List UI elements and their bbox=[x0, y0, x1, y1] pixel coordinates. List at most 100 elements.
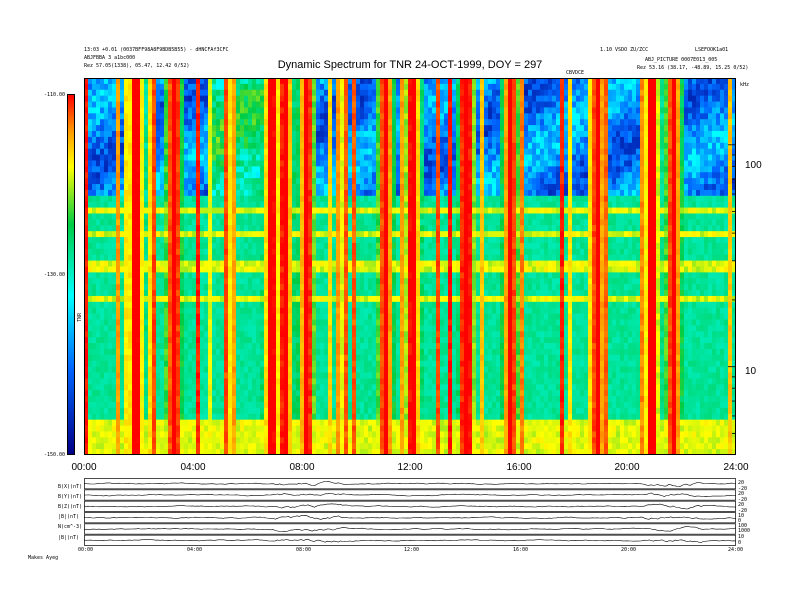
heatmap-cell bbox=[288, 219, 293, 226]
heatmap-cell bbox=[400, 107, 405, 114]
heatmap-cell bbox=[644, 89, 649, 97]
heatmap-cell bbox=[324, 213, 329, 220]
heatmap-cell bbox=[112, 154, 117, 161]
heatmap-cell bbox=[532, 189, 537, 197]
heatmap-cell bbox=[260, 248, 265, 256]
heatmap-cell bbox=[716, 242, 721, 250]
heatmap-cell bbox=[680, 125, 685, 132]
heatmap-cell bbox=[116, 83, 121, 91]
heatmap-cell bbox=[172, 107, 177, 114]
heatmap-cell bbox=[132, 89, 137, 97]
heatmap-cell bbox=[536, 154, 541, 161]
heatmap-cell bbox=[84, 83, 89, 91]
heatmap-cell bbox=[260, 119, 265, 126]
heatmap-cell bbox=[296, 213, 301, 220]
heatmap-cell bbox=[544, 78, 549, 85]
heatmap-cell bbox=[520, 78, 525, 85]
heatmap-cell bbox=[252, 231, 257, 238]
heatmap-cell bbox=[552, 160, 557, 167]
heatmap-cell bbox=[648, 237, 653, 244]
heatmap-cell bbox=[604, 242, 609, 250]
heatmap-cell bbox=[364, 142, 369, 150]
heatmap-cell bbox=[424, 125, 429, 132]
heatmap-cell bbox=[364, 242, 369, 250]
heatmap-cell bbox=[488, 248, 493, 256]
heatmap-cell bbox=[588, 231, 593, 238]
heatmap-cell bbox=[724, 83, 729, 91]
heatmap-cell bbox=[688, 107, 693, 114]
heatmap-cell bbox=[292, 125, 297, 132]
heatmap-cell bbox=[596, 154, 601, 161]
heatmap-cell bbox=[284, 142, 289, 150]
heatmap-cell bbox=[176, 219, 181, 226]
heatmap-cell bbox=[380, 101, 385, 108]
heatmap-cell bbox=[416, 189, 421, 197]
heatmap-cell bbox=[280, 201, 285, 208]
heatmap-cell bbox=[660, 101, 665, 108]
heatmap-cell bbox=[332, 207, 337, 214]
heatmap-cell bbox=[348, 119, 353, 126]
heatmap-cell bbox=[644, 201, 649, 208]
heatmap-cell bbox=[716, 207, 721, 214]
heatmap-cell bbox=[156, 119, 161, 126]
heatmap-cell bbox=[520, 207, 525, 214]
heatmap-cell bbox=[336, 184, 341, 191]
heatmap-cell bbox=[476, 213, 481, 220]
heatmap-cell bbox=[464, 178, 469, 185]
heatmap-cell bbox=[432, 142, 437, 150]
heatmap-cell bbox=[244, 83, 249, 91]
heatmap-cell bbox=[104, 237, 109, 244]
heatmap-cell bbox=[548, 219, 553, 226]
heatmap-cell bbox=[260, 78, 265, 85]
heatmap-cell bbox=[360, 166, 365, 173]
heatmap-cell bbox=[132, 131, 137, 138]
heatmap-cell bbox=[692, 131, 697, 138]
heatmap-cell bbox=[452, 119, 457, 126]
heatmap-cell bbox=[588, 89, 593, 97]
heatmap-cell bbox=[128, 248, 133, 256]
heatmap-cell bbox=[440, 125, 445, 132]
heatmap-cell bbox=[444, 89, 449, 97]
heatmap-cell bbox=[564, 148, 569, 155]
heatmap-cell bbox=[340, 248, 345, 256]
heatmap-cell bbox=[112, 101, 117, 108]
heatmap-cell bbox=[232, 113, 237, 120]
heatmap-cell bbox=[568, 242, 573, 250]
heatmap-cell bbox=[460, 89, 465, 97]
heatmap-cell bbox=[136, 142, 141, 150]
heatmap-cell bbox=[304, 231, 309, 238]
heatmap-cell bbox=[716, 107, 721, 114]
heatmap-cell bbox=[416, 219, 421, 226]
heatmap-cell bbox=[128, 166, 133, 173]
heatmap-cell bbox=[384, 154, 389, 161]
heatmap-cell bbox=[480, 189, 485, 197]
header-left-line1: 13:03 +0.01 (0037BFF98A8F9BDB5B55) - dHN… bbox=[84, 47, 229, 53]
heatmap-cell bbox=[368, 242, 373, 250]
heatmap-cell bbox=[588, 119, 593, 126]
heatmap-cell bbox=[500, 213, 505, 220]
heatmap-cell bbox=[220, 184, 225, 191]
heatmap-cell bbox=[560, 184, 565, 191]
heatmap-cell bbox=[152, 148, 157, 155]
heatmap-cell bbox=[112, 136, 117, 144]
heatmap-cell bbox=[528, 225, 533, 232]
heatmap-cell bbox=[464, 242, 469, 250]
heatmap-cell bbox=[492, 237, 497, 244]
heatmap-cell bbox=[384, 136, 389, 144]
heatmap-cell bbox=[624, 178, 629, 185]
heatmap-cell bbox=[552, 95, 557, 102]
heatmap-cell bbox=[708, 189, 713, 197]
heatmap-cell bbox=[604, 231, 609, 238]
heatmap-cell bbox=[584, 225, 589, 232]
heatmap-cell bbox=[400, 125, 405, 132]
heatmap-cell bbox=[156, 78, 161, 85]
heatmap-cell bbox=[572, 160, 577, 167]
heatmap-cell bbox=[200, 254, 205, 262]
heatmap-cell bbox=[144, 83, 149, 91]
heatmap-cell bbox=[540, 78, 545, 85]
heatmap-cell bbox=[352, 248, 357, 256]
heatmap-cell bbox=[168, 83, 173, 91]
heatmap-cell bbox=[348, 107, 353, 114]
heatmap-cell bbox=[376, 189, 381, 197]
heatmap-cell bbox=[468, 195, 473, 203]
